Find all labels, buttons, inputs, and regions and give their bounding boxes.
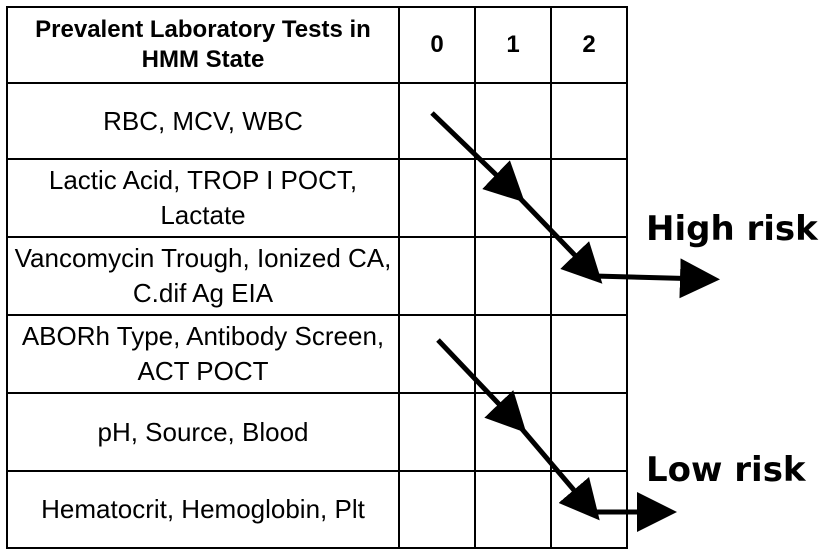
high-risk-arrow [430, 111, 720, 299]
row-tests: Lactic Acid, TROP I POCT, Lactate [6, 158, 400, 238]
state-cell [474, 470, 552, 549]
arrow-segment [512, 190, 603, 284]
arrow-segment [593, 258, 720, 299]
arrow-segment [430, 111, 525, 203]
table-row: Lactic Acid, TROP I POCT, Lactate [6, 158, 628, 238]
state-cell [398, 158, 476, 238]
state-cell [474, 236, 552, 316]
state-cell [550, 82, 628, 160]
header-row: Prevalent Laboratory Tests in HMM State … [6, 6, 628, 84]
low-risk-arrow [436, 338, 677, 532]
table-row: RBC, MCV, WBC [6, 82, 628, 160]
low-risk-label: Low risk [646, 450, 807, 490]
state-cell [398, 236, 476, 316]
high-risk-label: High risk [646, 209, 819, 249]
table-row: ABORh Type, Antibody Screen, ACT POCT [6, 314, 628, 394]
state-cell [474, 82, 552, 160]
header-state-2: 2 [550, 6, 628, 84]
row-tests: ABORh Type, Antibody Screen, ACT POCT [6, 314, 400, 394]
state-cell [398, 392, 476, 472]
arrow-segment [514, 420, 600, 521]
row-tests: RBC, MCV, WBC [6, 82, 400, 160]
hmm-state-table: Prevalent Laboratory Tests in HMM State … [6, 6, 628, 549]
state-cell [550, 392, 628, 472]
header-state-0: 0 [398, 6, 476, 84]
row-tests: Vancomycin Trough, Ionized CA, C.dif Ag … [6, 236, 400, 316]
table-row: Hematocrit, Hemoglobin, Plt [6, 470, 628, 549]
arrow-segment [436, 338, 527, 433]
header-state-1: 1 [474, 6, 552, 84]
table-row: pH, Source, Blood [6, 392, 628, 472]
row-tests: pH, Source, Blood [6, 392, 400, 472]
state-cell [550, 158, 628, 238]
header-tests: Prevalent Laboratory Tests in HMM State [6, 6, 400, 84]
state-cell [398, 470, 476, 549]
row-tests: Hematocrit, Hemoglobin, Plt [6, 470, 400, 549]
state-cell [550, 314, 628, 394]
state-cell [398, 314, 476, 394]
